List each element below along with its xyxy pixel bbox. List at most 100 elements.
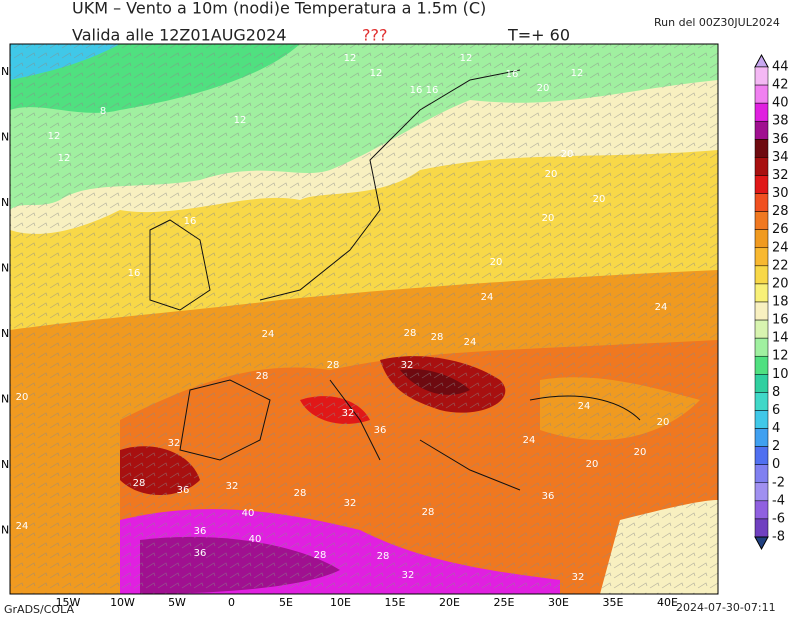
- colorbar-swatch: [754, 139, 769, 158]
- colorbar-swatch: [754, 211, 769, 230]
- contour-label: 24: [481, 292, 494, 303]
- flag: ???: [362, 26, 387, 45]
- contour-label: 24: [262, 329, 275, 340]
- lon-label: 25E: [494, 596, 515, 609]
- contour-label: 20: [561, 149, 574, 160]
- timestamp: 2024-07-30-07:11: [676, 601, 776, 614]
- colorbar-swatch: [754, 157, 769, 176]
- lat-label: N: [1, 458, 9, 471]
- contour-label: 28: [294, 488, 307, 499]
- colorbar-label: 16: [772, 313, 789, 328]
- colorbar-label: 18: [772, 295, 789, 310]
- colorbar-swatch: [754, 337, 769, 357]
- colorbar-label: -2: [772, 475, 785, 490]
- colorbar-label: 26: [772, 222, 789, 237]
- contour-label: 12: [58, 153, 71, 164]
- contour-label: 16: [506, 69, 519, 80]
- colorbar-label: -4: [772, 493, 785, 508]
- colorbar-label: 20: [772, 276, 789, 291]
- credit: GrADS/COLA: [4, 603, 74, 616]
- colorbar-cap-bottom: [754, 536, 769, 551]
- colorbar-label: 24: [772, 240, 789, 255]
- colorbar-label: 32: [772, 168, 789, 183]
- contour-label: 16: [410, 85, 423, 96]
- colorbar-swatch: [754, 355, 769, 375]
- colorbar-label: 38: [772, 114, 789, 129]
- contour-label: 12: [370, 68, 383, 79]
- contour-label: 12: [48, 131, 61, 142]
- lon-label: 30E: [548, 596, 569, 609]
- lat-label: N: [1, 131, 9, 144]
- contour-label: 36: [374, 425, 387, 436]
- colorbar-swatch: [754, 392, 769, 411]
- contour-label: 16: [426, 85, 439, 96]
- colorbar-swatch: [754, 518, 769, 538]
- colorbar-swatch: [754, 464, 769, 484]
- contour-label: 36: [542, 491, 555, 502]
- map-frame: [9, 43, 719, 595]
- lon-label: 35E: [603, 596, 624, 609]
- contour-label: 32: [402, 570, 415, 581]
- contour-label: 12: [234, 115, 247, 126]
- colorbar-swatch: [754, 446, 769, 465]
- lon-label: 0: [228, 596, 235, 609]
- lat-label: N: [1, 262, 9, 275]
- colorbar-label: 2: [772, 439, 780, 454]
- contour-label: 28: [327, 360, 340, 371]
- forecast-step: T=+ 60: [507, 26, 570, 45]
- colorbar-swatch: [754, 120, 769, 140]
- contour-label: 16: [128, 268, 141, 279]
- lat-label: N: [1, 393, 9, 406]
- contour-label: 28: [314, 550, 327, 561]
- contour-label: 24: [655, 302, 668, 313]
- contour-label: 36: [194, 526, 207, 537]
- colorbar-label: 28: [772, 204, 789, 219]
- map: [10, 44, 718, 594]
- colorbar-swatch: [754, 84, 769, 104]
- overlay: 15W 10W 5W 0 5E 10E 15E 20E 25E 30E 35E 40E N N N N N N N N…: [1, 53, 789, 609]
- contour-label: 24: [578, 401, 591, 412]
- colorbar-swatch: [754, 482, 769, 502]
- colorbar-swatch: [754, 283, 769, 303]
- contour-label: 32: [401, 360, 414, 371]
- contour-label: 12: [460, 53, 473, 64]
- valid-time: Valida alle 12Z01AUG2024: [72, 26, 287, 45]
- contour-label: 20: [657, 417, 670, 428]
- colorbar-label: -6: [772, 511, 785, 526]
- contour-label: 28: [422, 507, 435, 518]
- lon-label: 15W: [56, 596, 81, 609]
- contour-label: 40: [249, 534, 262, 545]
- contour-label: 20: [16, 392, 29, 403]
- lon-label: 40E: [657, 596, 678, 609]
- colorbar-swatch: [754, 319, 769, 339]
- lat-label: N: [1, 524, 9, 537]
- contour-label: 28: [133, 478, 146, 489]
- colorbar-label: 34: [772, 150, 789, 165]
- colorbar-label: 10: [772, 367, 789, 382]
- colorbar-swatch: [754, 265, 769, 285]
- contour-label: 20: [545, 169, 558, 180]
- colorbar-swatch: [754, 175, 769, 194]
- contour-label: 40: [242, 508, 255, 519]
- contour-label: 20: [586, 459, 599, 470]
- contour-label: 12: [571, 68, 584, 79]
- colorbar-cap-top: [754, 53, 769, 68]
- colorbar-label: 22: [772, 258, 789, 273]
- colorbar-label: 36: [772, 132, 789, 147]
- contour-label: 36: [177, 485, 190, 496]
- colorbar-label: 12: [772, 349, 789, 364]
- lat-label: N: [1, 65, 9, 78]
- colorbar-label: 6: [772, 403, 780, 418]
- colorbar-label: 14: [772, 331, 789, 346]
- colorbar-swatch: [754, 247, 769, 267]
- contour-label: 32: [226, 481, 239, 492]
- lon-label: 15E: [385, 596, 406, 609]
- contour-label: 36: [194, 548, 207, 559]
- contour-label: 20: [537, 83, 550, 94]
- colorbar-label: -8: [772, 530, 785, 545]
- colorbar-label: 30: [772, 186, 789, 201]
- lon-label: 5E: [279, 596, 293, 609]
- contour-label: 20: [490, 257, 503, 268]
- lon-label: 20E: [439, 596, 460, 609]
